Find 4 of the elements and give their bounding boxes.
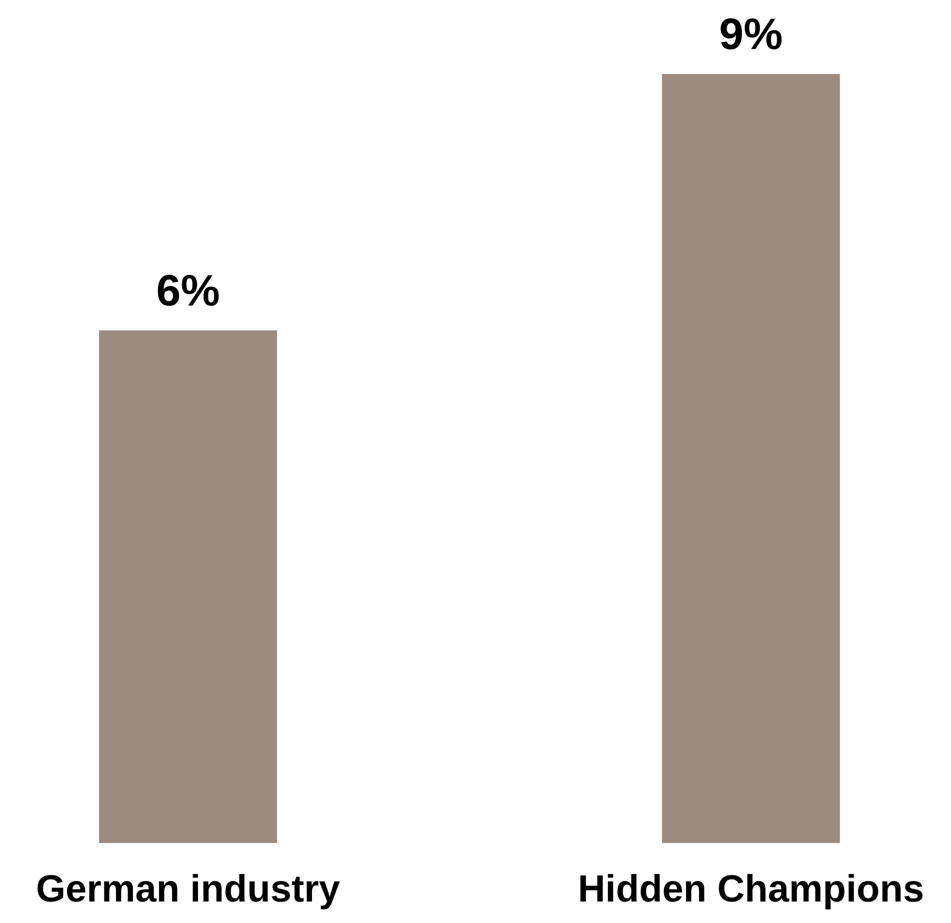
- data-label: 9%: [719, 10, 783, 59]
- x-tick-label: Hidden Champions: [578, 868, 924, 910]
- x-tick-label: German industry: [36, 868, 340, 910]
- data-label: 6%: [156, 266, 220, 316]
